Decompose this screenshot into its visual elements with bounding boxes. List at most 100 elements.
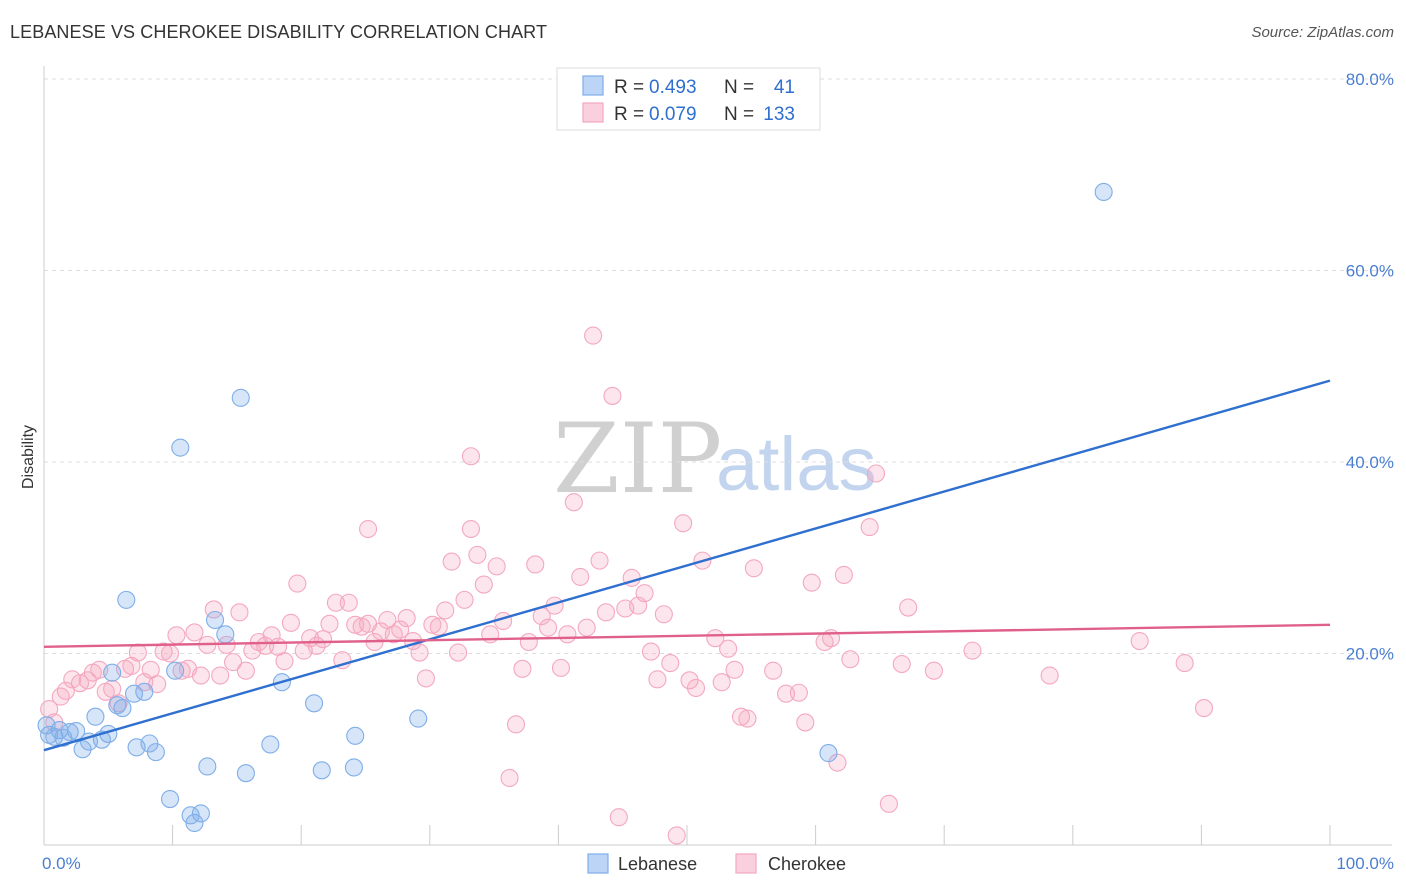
lebanese-trend-line [43, 379, 1331, 752]
stats-n-label-lebanese: N = [724, 77, 754, 98]
cherokee-point [899, 598, 918, 617]
cherokee-point [339, 593, 358, 612]
cherokee-point [487, 557, 506, 576]
cherokee-point [468, 545, 487, 564]
lebanese-point [819, 744, 838, 763]
x-tick-label-min: 0.0% [42, 854, 81, 873]
cherokee-point [167, 626, 186, 645]
cherokee-point [609, 808, 628, 827]
cherokee-point [211, 666, 230, 685]
cherokee-point [397, 609, 416, 628]
lebanese-point [185, 813, 204, 833]
cherokee-point [584, 326, 603, 345]
lebanese-point [146, 743, 165, 762]
cherokee-point [1175, 654, 1194, 673]
cherokee-point [866, 464, 886, 483]
bottom-legend-swatch-cherokee [735, 853, 757, 874]
cherokee-point [410, 643, 429, 662]
cherokee-point [442, 552, 461, 571]
cherokee-point [423, 615, 442, 634]
lebanese-point [261, 735, 280, 754]
cherokee-point [667, 826, 686, 845]
cherokee-points [40, 326, 1214, 845]
lebanese-point [312, 761, 331, 780]
cherokee-point [590, 551, 609, 570]
lebanese-point [305, 694, 324, 713]
lebanese-point [117, 590, 136, 609]
lebanese-point [160, 789, 180, 809]
cherokee-point [558, 625, 577, 644]
cherokee-point [731, 707, 751, 726]
cherokee-point [892, 654, 911, 674]
x-tick-label-max: 100.0% [1336, 854, 1394, 873]
lebanese-point [191, 804, 210, 823]
cherokee-point [789, 683, 808, 702]
cherokee-point [191, 666, 210, 685]
y-tick-label: 40.0% [1346, 453, 1394, 472]
trend-lines [43, 379, 1331, 752]
cherokee-point [712, 673, 731, 692]
cherokee-point [828, 753, 847, 772]
lebanese-point [1094, 182, 1113, 202]
lebanese-point [103, 663, 122, 682]
bottom-legend-label-lebanese: Lebanese [618, 854, 697, 874]
cherokee-point [764, 661, 783, 680]
lebanese-point [166, 661, 185, 680]
cherokee-point [449, 643, 468, 662]
legend-swatch-lebanese [582, 75, 604, 96]
stats-r-lebanese: 0.493 [649, 77, 697, 98]
cherokee-point [320, 614, 339, 633]
cherokee-point [577, 618, 596, 637]
cherokee-point [796, 713, 815, 732]
cherokee-point [256, 636, 275, 655]
cherokee-point [776, 684, 796, 703]
cherokee-point [924, 661, 943, 680]
legend-swatch-cherokee [582, 102, 604, 123]
cherokee-point [506, 715, 526, 734]
cherokee-point [571, 567, 590, 586]
cherokee-point [326, 593, 345, 612]
chart-title: LEBANESE VS CHEROKEE DISABILITY CORRELAT… [10, 22, 548, 42]
bottom-legend-label-cherokee: Cherokee [768, 854, 846, 874]
cherokee-point [288, 574, 307, 593]
y-tick-label: 80.0% [1346, 70, 1394, 89]
lebanese-point [231, 388, 250, 407]
cherokee-point [1040, 666, 1059, 685]
cherokee-point [719, 639, 738, 658]
cherokee-point [51, 687, 70, 706]
lebanese-point [37, 716, 56, 735]
stats-r-label-cherokee: R = [614, 104, 644, 125]
cherokee-point [500, 768, 519, 788]
stats-n-label-cherokee: N = [724, 104, 754, 125]
watermark-atlas: atlas [716, 422, 877, 507]
cherokee-point [154, 642, 173, 661]
lebanese-point [216, 625, 235, 644]
cherokee-point [744, 559, 763, 578]
cherokee-point [648, 670, 667, 689]
cherokee-point [706, 629, 725, 648]
cherokee-point [738, 709, 757, 728]
cherokee-point [429, 617, 448, 636]
cherokee-point [596, 603, 616, 622]
cherokee-trend-line [43, 623, 1331, 648]
stats-n-cherokee: 133 [763, 104, 795, 125]
lebanese-point [60, 722, 79, 742]
cherokee-point [461, 447, 481, 466]
y-tick-label: 20.0% [1346, 645, 1394, 664]
cherokee-point [160, 644, 180, 663]
cherokee-point [674, 514, 693, 533]
cherokee-point [416, 669, 435, 688]
lebanese-point [409, 709, 428, 728]
cherokee-point [526, 555, 545, 574]
cherokee-point [1194, 699, 1214, 718]
cherokee-point [879, 794, 898, 813]
lebanese-point [135, 682, 154, 701]
cherokee-point [172, 661, 191, 680]
cherokee-point [281, 613, 300, 632]
stats-n-lebanese: 41 [774, 77, 795, 98]
cherokee-point [603, 386, 622, 405]
lebanese-point [108, 696, 127, 715]
cherokee-point [802, 573, 821, 592]
stats-r-cherokee: 0.079 [649, 104, 697, 125]
cherokee-point [654, 605, 673, 624]
